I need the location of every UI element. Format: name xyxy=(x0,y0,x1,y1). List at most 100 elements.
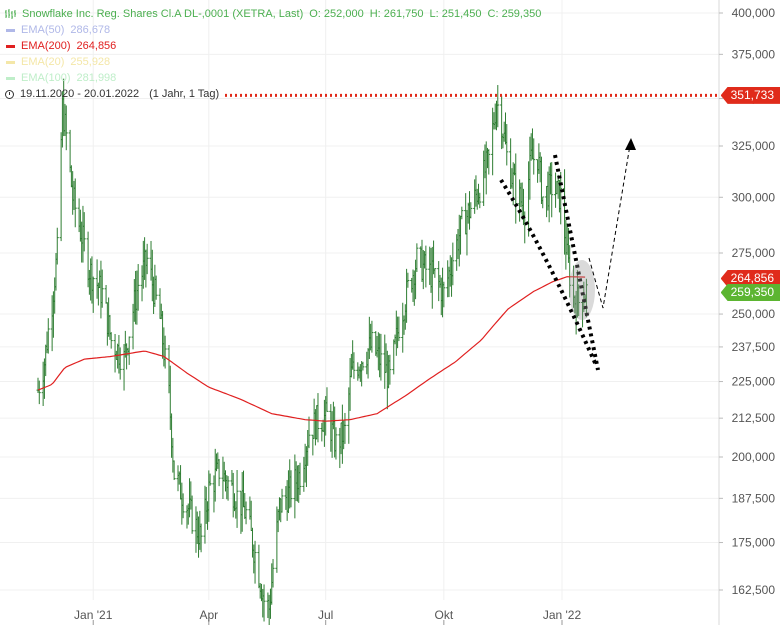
y-tick-label: 212,500 xyxy=(732,411,776,425)
y-tick-label: 175,000 xyxy=(732,536,776,550)
ohlc-bar xyxy=(361,361,365,371)
ohlc-bar xyxy=(91,276,95,313)
x-tick-label: Okt xyxy=(435,608,454,622)
interval-label: (1 Jahr, 1 Tag) xyxy=(149,88,220,100)
ohlc-bar xyxy=(316,393,320,443)
ohlc-bar xyxy=(469,202,473,219)
ema20-value: 255,928 xyxy=(70,56,111,68)
low-value: L: 251,450 xyxy=(429,8,482,20)
ohlc-bar xyxy=(154,275,158,300)
clock-icon xyxy=(5,89,14,99)
falling-wedge-upper-line[interactable] xyxy=(553,154,600,371)
ohlc-bar xyxy=(172,460,176,481)
ohlc-bar xyxy=(127,336,131,365)
ohlc-bar xyxy=(298,462,302,496)
y-tick-label: 162,500 xyxy=(732,583,776,597)
ohlc-bar xyxy=(217,458,221,487)
ohlc-bar xyxy=(226,476,230,501)
ohlc-bar xyxy=(406,272,410,288)
ohlc-bar xyxy=(352,352,356,379)
y-tick-label: 250,000 xyxy=(732,307,776,321)
y-tick-label: 300,000 xyxy=(732,190,776,204)
ohlc-bar xyxy=(262,584,266,622)
ohlc-bar xyxy=(73,178,77,228)
y-tick-label: 375,000 xyxy=(732,47,776,61)
ohlc-bar xyxy=(280,488,284,513)
ema50-swatch xyxy=(6,28,15,32)
legend-ema50[interactable]: EMA(50) 286,678 xyxy=(5,22,547,38)
ohlc-bar xyxy=(271,558,275,588)
ohlc-bar xyxy=(289,470,293,508)
ohlc-bar xyxy=(487,149,491,175)
ohlc-bar xyxy=(370,320,374,353)
y-tick-label: 325,000 xyxy=(732,139,776,153)
ohlc-bar xyxy=(59,132,63,242)
ohlc-bar xyxy=(550,162,554,218)
projected-path-arrow[interactable] xyxy=(588,144,631,309)
ohlc-bar xyxy=(532,138,536,175)
ohlc-bar xyxy=(505,124,509,166)
ema50-label: EMA(50) xyxy=(21,24,65,36)
ohlc-bar xyxy=(46,318,50,354)
y-tick-label: 275,000 xyxy=(732,246,776,260)
price-tag: 264,856 xyxy=(720,270,780,287)
ohlc-bar xyxy=(163,335,167,369)
ohlc-bar xyxy=(100,269,104,308)
ohlc-bar xyxy=(181,493,185,519)
ohlc-bar xyxy=(460,206,464,220)
ohlc-bars xyxy=(36,78,588,625)
ohlc-bar xyxy=(415,243,419,272)
legend-ema100[interactable]: EMA(100) 281,998 xyxy=(5,70,547,86)
ohlc-bar xyxy=(343,412,347,444)
ohlc-bar xyxy=(559,171,563,225)
ema20-label: EMA(20) xyxy=(21,56,65,68)
y-tick-label: 200,000 xyxy=(732,450,776,464)
ohlc-bar xyxy=(541,196,545,209)
ohlc-bar xyxy=(109,332,113,349)
y-tick-label: 237,500 xyxy=(732,340,776,354)
ohlc-bar xyxy=(568,245,572,298)
ohlc-bar xyxy=(136,264,140,311)
ohlc-bar xyxy=(334,427,338,460)
ohlc-bar xyxy=(307,416,311,449)
ohlc-bar xyxy=(257,544,261,589)
close-value: C: 259,350 xyxy=(487,8,542,20)
ohlc-bar xyxy=(577,284,581,317)
arrow-head-icon xyxy=(625,138,636,150)
ema200-line xyxy=(37,276,586,422)
ohlc-bar xyxy=(199,523,203,553)
ohlc-bar xyxy=(478,192,482,209)
ema20-swatch xyxy=(6,60,15,64)
ema100-label: EMA(100) xyxy=(21,72,71,84)
ohlc-bar xyxy=(145,243,149,275)
legend-ema20[interactable]: EMA(20) 255,928 xyxy=(5,54,547,70)
ohlc-bar xyxy=(64,105,68,151)
ema200-path xyxy=(37,276,586,422)
drawings-layer[interactable] xyxy=(499,138,636,371)
ohlc-bar xyxy=(118,347,122,380)
ohlc-bar xyxy=(235,470,239,528)
ohlc-bar xyxy=(424,245,428,288)
date-range-row[interactable]: 19.11.2020 - 20.01.2022 (1 Jahr, 1 Tag) xyxy=(5,86,547,102)
y-tick-label: 400,000 xyxy=(732,6,776,20)
chart-legend: Snowflake Inc. Reg. Shares Cl.A DL-,0001… xyxy=(5,6,547,102)
open-value: O: 252,000 xyxy=(309,8,364,20)
ohlc-bar xyxy=(82,212,86,252)
falling-wedge-lower-line[interactable] xyxy=(499,178,598,366)
ohlc-bar xyxy=(190,495,194,534)
ohlc-bar xyxy=(433,268,437,278)
price-tag: 351,733 xyxy=(720,86,780,104)
highlight-ellipse[interactable] xyxy=(569,260,595,320)
ohlc-bars-icon xyxy=(5,9,16,19)
ohlc-bar xyxy=(451,242,455,286)
ohlc-bar xyxy=(104,285,108,304)
legend-ema200[interactable]: EMA(200) 264,856 xyxy=(5,38,547,54)
date-range: 19.11.2020 - 20.01.2022 xyxy=(20,88,140,100)
x-tick-label: Apr xyxy=(199,608,218,622)
ohlc-bar xyxy=(388,354,392,385)
price-tag: 259,350 xyxy=(720,284,780,301)
high-value: H: 261,750 xyxy=(369,8,424,20)
ohlc-bar xyxy=(325,387,329,412)
y-tick-label: 187,500 xyxy=(732,491,776,505)
ohlc-bar xyxy=(244,501,248,525)
